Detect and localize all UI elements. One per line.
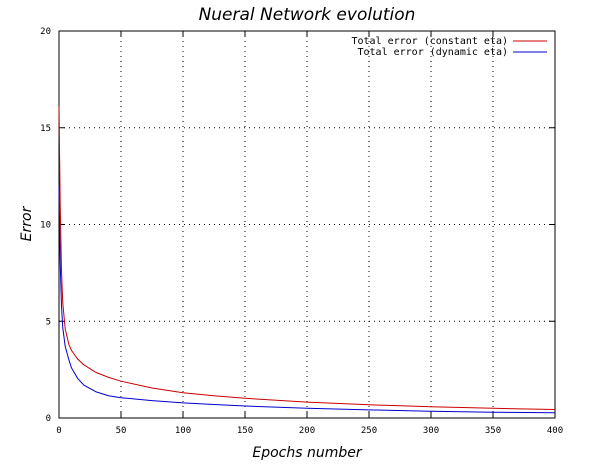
x-tick-label: 350 [485,426,501,436]
axis-ticks: 0 50 100 150 200 250 300 350 400 0 5 10 15 20 [40,27,563,436]
grid [59,31,555,418]
legend-label-1: Total error (constant eta) [351,36,508,47]
plot-frame [58,30,556,419]
x-axis-label: Epochs number [252,445,362,461]
y-tick-label: 15 [40,124,51,134]
y-tick-label: 5 [46,317,51,327]
y-tick-label: 20 [40,27,51,37]
x-tick-label: 0 [56,426,61,436]
x-tick-label: 200 [299,426,315,436]
series-line-2 [58,185,556,414]
y-tick-label: 0 [46,414,51,424]
y-tick-label: 10 [40,221,51,231]
x-tick-label: 250 [361,426,377,436]
legend: Total error (constant eta)Total error (d… [351,36,547,58]
chart-title: Nueral Network evolution [199,5,416,25]
x-tick-label: 400 [547,426,563,436]
series-layer [58,106,556,414]
series-line-1 [58,106,556,410]
x-tick-label: 300 [423,426,439,436]
y-axis-label: Error [19,205,35,241]
x-tick-label: 100 [175,426,191,436]
x-tick-label: 50 [116,426,127,436]
legend-label-2: Total error (dynamic eta) [357,47,508,58]
x-tick-label: 150 [237,426,253,436]
